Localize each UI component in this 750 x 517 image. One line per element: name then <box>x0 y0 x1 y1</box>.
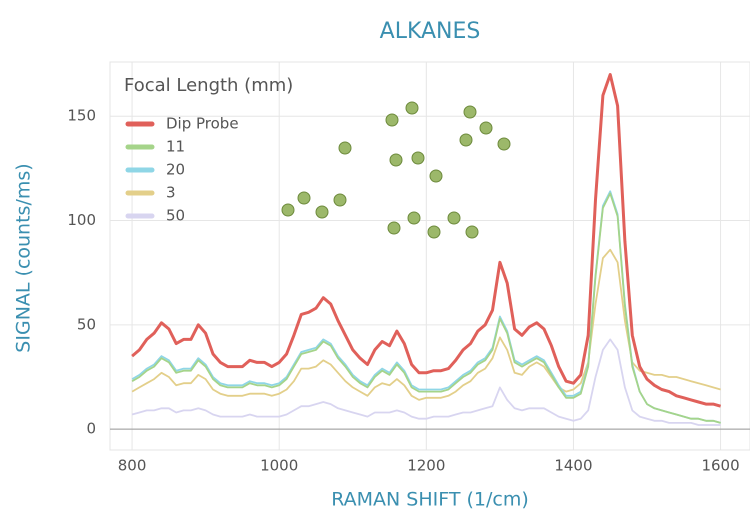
legend: Focal Length (mm) Dip Probe 11 20 3 50 <box>124 75 293 225</box>
y-axis-label: SIGNAL (counts/ms) <box>13 163 35 352</box>
chart-title: ALKANES <box>380 19 481 44</box>
legend-title: Focal Length (mm) <box>124 75 293 96</box>
legend-label: Dip Probe <box>166 115 239 133</box>
y-tick-label: 150 <box>67 107 96 125</box>
legend-label: 3 <box>166 184 176 202</box>
x-tick-label: 1000 <box>260 457 298 475</box>
legend-label: 50 <box>166 207 185 225</box>
y-tick-label: 100 <box>67 211 96 229</box>
x-axis-label: RAMAN SHIFT (1/cm) <box>331 489 529 511</box>
legend-label: 11 <box>166 138 185 156</box>
x-tick-label: 1600 <box>701 457 739 475</box>
molecule-illustrations <box>282 102 510 238</box>
y-tick-label: 50 <box>77 315 96 333</box>
x-tick-label: 800 <box>118 457 147 475</box>
x-tick-label: 1400 <box>554 457 592 475</box>
x-tick-label: 1200 <box>407 457 445 475</box>
y-tick-label: 0 <box>86 420 96 438</box>
chart: ALKANES RAMAN SHIFT (1/cm) SIGNAL (count… <box>0 0 750 517</box>
legend-label: 20 <box>166 161 185 179</box>
